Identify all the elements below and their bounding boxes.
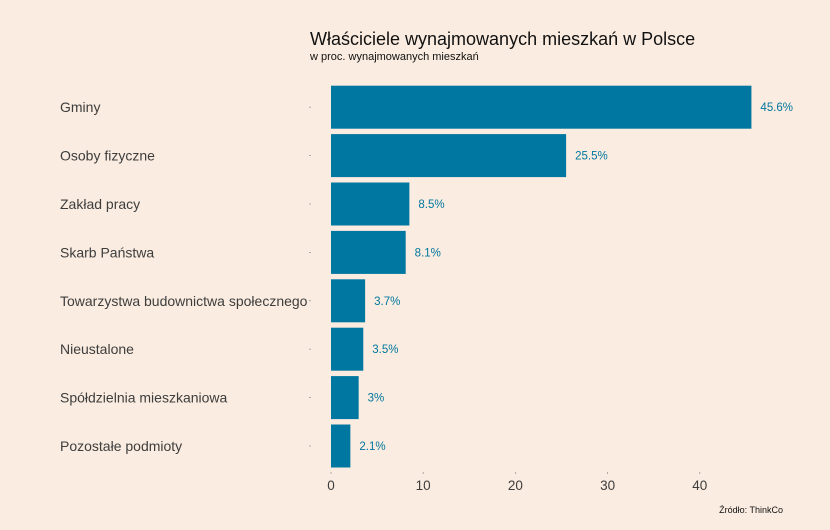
value-label: 25.5% bbox=[575, 151, 608, 163]
x-tick-label: 30 bbox=[600, 478, 615, 493]
bar bbox=[331, 327, 364, 371]
value-label: 2.1% bbox=[359, 441, 385, 453]
bar bbox=[331, 134, 567, 178]
value-label: 8.5% bbox=[418, 199, 444, 211]
value-label: 3.7% bbox=[374, 296, 400, 308]
x-tick-label: 10 bbox=[416, 478, 431, 493]
bar bbox=[331, 182, 410, 226]
value-label: 3.5% bbox=[372, 344, 398, 356]
category-label: Nieustalone bbox=[60, 341, 134, 357]
value-label: 3% bbox=[368, 393, 385, 405]
chart-caption: Źródło: ThinkCo bbox=[719, 505, 783, 515]
category-label: Gminy bbox=[60, 99, 100, 115]
x-tick-label: 0 bbox=[327, 478, 335, 493]
category-label: Zakład pracy bbox=[60, 196, 140, 212]
category-label: Towarzystwa budownictwa społecznego bbox=[60, 293, 308, 309]
category-label: Skarb Państwa bbox=[60, 244, 154, 260]
bar bbox=[331, 424, 351, 468]
bar bbox=[331, 279, 366, 323]
chart-title: Właściciele wynajmowanych mieszkań w Pol… bbox=[310, 29, 695, 49]
bars-layer: Gminy 45.6% Osoby fizyczne 25.5% Zakład prac… bbox=[60, 85, 793, 468]
x-tick-label: 20 bbox=[508, 478, 523, 493]
category-label: Pozostałe podmioty bbox=[60, 438, 182, 454]
value-label: 8.1% bbox=[415, 247, 441, 259]
bar bbox=[331, 230, 406, 274]
bar bbox=[331, 376, 359, 420]
x-tick-label: 40 bbox=[692, 478, 707, 493]
x-axis: 0 10 20 30 40 bbox=[327, 472, 707, 493]
value-label: 45.6% bbox=[760, 102, 793, 114]
category-label: Osoby fizyczne bbox=[60, 148, 155, 164]
category-label: Spółdzielnia mieszkaniowa bbox=[60, 390, 228, 406]
bar bbox=[331, 85, 752, 129]
chart-subtitle: w proc. wynajmowanych mieszkań bbox=[309, 51, 479, 63]
